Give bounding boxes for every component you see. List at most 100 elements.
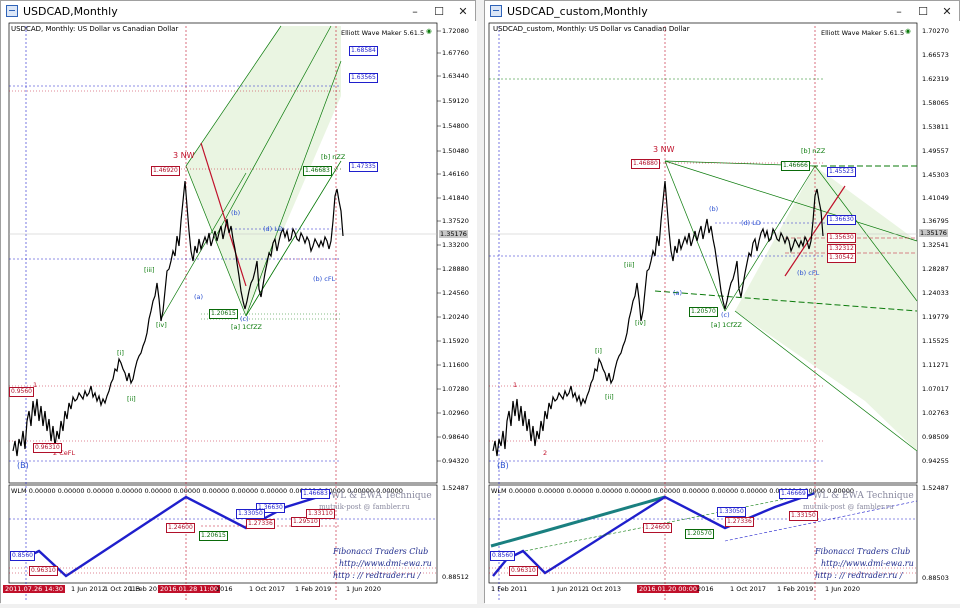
price-tick: 1.20240	[442, 313, 469, 321]
wave-label: (b) cFL	[313, 275, 336, 283]
indicator-label: 1.27336	[246, 519, 275, 529]
date-tick: 1 Feb 2019	[295, 585, 332, 593]
price-label: 0.9560	[9, 387, 34, 397]
wave-label: (c)	[721, 311, 730, 319]
date-tick: 1 Jun 2020	[346, 585, 381, 593]
indicator-label: 1.36630	[256, 503, 285, 513]
date-tick: 1 Oct 2013	[104, 585, 141, 593]
price-tick: 1.24033	[922, 289, 949, 297]
left-chart-window[interactable]: USDCAD,Monthly – ☐ ✕	[0, 0, 477, 604]
right-blue-guides	[489, 26, 825, 601]
right-chart-area[interactable]: USDCAD_custom, Monthly: US Dollar vs Can…	[485, 21, 960, 604]
date-tick: 1 Jun 2012	[71, 585, 106, 593]
date-tick: 1 Jun 2012	[551, 585, 586, 593]
price-label: 1.46666	[781, 161, 810, 171]
maximize-icon[interactable]: ☐	[434, 4, 444, 18]
price-tick: 1.67760	[442, 49, 469, 57]
indicator-label: 1.33150	[789, 511, 818, 521]
right-chart-svg	[488, 22, 918, 601]
left-red-markers	[9, 26, 341, 601]
left-pitchfork	[160, 25, 342, 320]
left-chart-header: USDCAD, Monthly: US Dollar vs Canadian D…	[11, 25, 179, 33]
date-axis-2: 2016.01.20 00:00	[637, 585, 700, 593]
price-tick: 1.37520	[442, 217, 469, 225]
wave-label: (a)	[194, 293, 204, 301]
right-chart-header: USDCAD_custom, Monthly: US Dollar vs Can…	[493, 25, 690, 33]
date-tick: 2016	[697, 585, 714, 593]
indicator-label: 1.20570	[685, 529, 714, 539]
price-label: 1.63565	[349, 73, 378, 83]
indicator-tick: 0.88503	[922, 574, 949, 582]
wave-label: 3 NW	[653, 145, 675, 154]
right-ewm-icon[interactable]: ◉	[905, 27, 911, 35]
date-tick: 1 Feb 2019	[777, 585, 814, 593]
maximize-icon[interactable]: ☐	[918, 4, 928, 18]
date-tick: 1 Feb 2011	[491, 585, 528, 593]
close-icon[interactable]: ✕	[942, 4, 952, 18]
indicator-label: 1.27336	[725, 517, 754, 527]
price-tick: 1.07280	[442, 385, 469, 393]
left-candles	[12, 180, 344, 457]
price-tick: 1.11271	[922, 361, 949, 369]
price-tick: 0.94255	[922, 457, 949, 465]
wave-label: [a] 1CfZZ	[231, 323, 262, 331]
close-icon[interactable]: ✕	[458, 4, 468, 18]
wave-label: [ii]	[127, 395, 136, 403]
price-label: 1.35630	[827, 233, 856, 243]
indicator-label: 1.33110	[306, 509, 335, 519]
date-highlight: 2016.01.28 11:00	[158, 585, 221, 593]
indicator-label: 0.8560	[490, 551, 515, 561]
indicator-tick: 0.88512	[442, 573, 469, 581]
wave-label: 1	[513, 381, 518, 389]
price-label: 1.36630	[827, 215, 856, 225]
club-site-2[interactable]: http : // redtrader.ru /	[333, 571, 421, 580]
club-site[interactable]: http://www.dmi-ewa.ru	[821, 559, 914, 568]
price-tick: 1.62319	[922, 75, 949, 83]
left-titlebar[interactable]: USDCAD,Monthly – ☐ ✕	[1, 1, 475, 21]
price-label: 1.30542	[827, 253, 856, 263]
price-label: 1.47335	[349, 162, 378, 172]
right-titlebar[interactable]: USDCAD_custom,Monthly – ☐ ✕	[485, 1, 959, 21]
wave-label: 1	[33, 381, 38, 389]
right-chart-window[interactable]: USDCAD_custom,Monthly – ☐ ✕	[484, 0, 960, 604]
price-tick: 1.28880	[442, 265, 469, 273]
date-tick: 1 Oct 2017	[249, 585, 286, 593]
club-name: Fibonacci Traders Club	[815, 547, 911, 556]
wave-label: (b) cFL	[797, 269, 820, 277]
price-label: 1.46880	[631, 159, 660, 169]
wave-label: 3 NW	[173, 151, 195, 160]
right-window-title: USDCAD_custom,Monthly	[507, 4, 648, 18]
wave-label: (c)	[240, 315, 249, 323]
indicator-label: 1.24600	[643, 523, 672, 533]
watermark-technique: WL & EWA Technique	[331, 491, 432, 501]
club-site[interactable]: http://www.dmi-ewa.ru	[339, 559, 432, 568]
right-ewm-label: Elliott Wave Maker 5.61.5	[821, 29, 905, 37]
indicator-label: 0.96310	[29, 566, 58, 576]
price-tick: 1.41840	[442, 194, 469, 202]
price-tick: 0.94320	[442, 457, 469, 465]
date-tick: 1 Feb 2015	[129, 585, 166, 593]
wave-label: (B)	[17, 461, 29, 470]
left-blue-guides	[9, 26, 341, 601]
minimize-icon[interactable]: –	[412, 4, 418, 18]
price-tick: 1.02763	[922, 409, 949, 417]
watermark-technique: WL & EWA Technique	[813, 491, 914, 501]
club-site-2[interactable]: http : // redtrader.ru /	[815, 571, 903, 580]
price-tick: 1.46160	[442, 170, 469, 178]
left-window-title: USDCAD,Monthly	[23, 4, 118, 18]
price-tick: 1.72080	[442, 27, 469, 35]
price-tick: 1.15525	[922, 337, 949, 345]
left-axis-ticks	[437, 30, 441, 462]
left-chart-area[interactable]: USDCAD, Monthly: US Dollar vs Canadian D…	[1, 21, 477, 604]
date-highlight: 2016.01.20 00:00	[637, 585, 700, 593]
minimize-icon[interactable]: –	[896, 4, 902, 18]
price-tick: 1.41049	[922, 194, 949, 202]
left-ewm-icon[interactable]: ◉	[426, 27, 432, 35]
indicator-label: 1.29510	[291, 517, 320, 527]
wave-label: (b)	[231, 209, 241, 217]
price-label: 1.20570	[689, 307, 718, 317]
wave-label: [i]	[117, 349, 124, 357]
date-tick: 1 Jun 2020	[825, 585, 860, 593]
left-indicator-header: WLM 0.00000 0.00000 0.00000 0.00000 0.00…	[11, 487, 403, 495]
price-tick: 0.98509	[922, 433, 949, 441]
